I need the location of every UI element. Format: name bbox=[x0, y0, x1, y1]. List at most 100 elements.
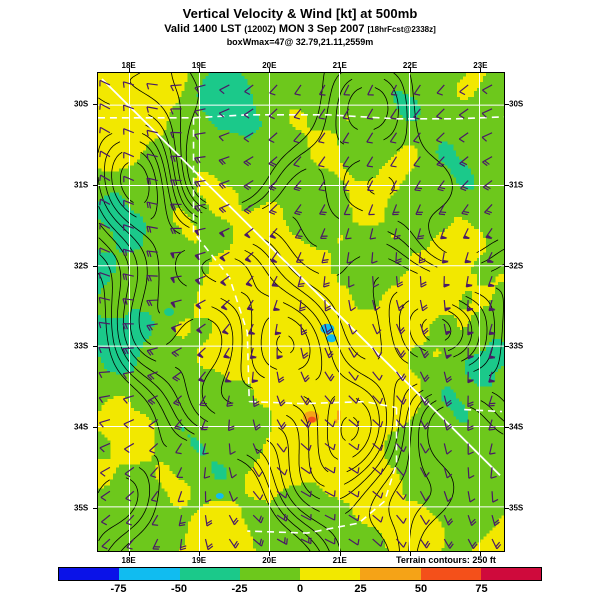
wind-barb bbox=[324, 466, 336, 474]
wind-barb bbox=[488, 395, 496, 407]
wind-barb bbox=[101, 538, 111, 550]
wind-barb bbox=[204, 538, 214, 551]
x-tick-0 bbox=[128, 68, 130, 72]
wind-barb bbox=[390, 84, 398, 96]
wind-barb bbox=[276, 371, 285, 384]
wind-barb bbox=[391, 204, 400, 216]
wind-barb bbox=[147, 371, 158, 381]
wind-barb bbox=[324, 300, 332, 312]
wind-barb bbox=[467, 395, 474, 408]
wind-barb bbox=[252, 490, 264, 501]
wind-barb bbox=[324, 538, 336, 545]
x-axis-label-top-0: 18E bbox=[121, 61, 136, 70]
wind-barb bbox=[348, 419, 360, 427]
wind-barb bbox=[318, 180, 326, 192]
wind-barb bbox=[396, 419, 407, 429]
wind-barb bbox=[395, 323, 406, 335]
wind-barb bbox=[419, 490, 430, 502]
wind-barb bbox=[194, 227, 206, 236]
y-tick-right-5 bbox=[505, 507, 509, 509]
wind-barb bbox=[226, 395, 234, 407]
boundary-lines bbox=[98, 114, 504, 534]
wind-barb bbox=[125, 514, 135, 526]
wind-barb bbox=[299, 299, 306, 312]
wind-barb bbox=[464, 252, 472, 264]
wind-barb bbox=[372, 276, 380, 288]
x-tick-bottom-5 bbox=[480, 552, 482, 556]
wind-barb bbox=[152, 538, 161, 550]
wind-barb bbox=[488, 443, 496, 455]
wind-barb bbox=[490, 467, 497, 479]
wind-barb bbox=[348, 538, 360, 546]
y-tick-3 bbox=[93, 346, 97, 348]
y-tick-4 bbox=[93, 426, 97, 428]
y-tick-right-3 bbox=[505, 346, 509, 348]
wind-barb bbox=[252, 443, 263, 455]
wind-barb bbox=[293, 180, 302, 192]
x-tick-4 bbox=[410, 68, 412, 72]
y-axis-label-right-1: 31S bbox=[509, 180, 524, 190]
wind-barb bbox=[324, 347, 334, 359]
wind-barb bbox=[482, 180, 493, 191]
y-axis-label-left-3: 33S bbox=[74, 341, 89, 351]
x-axis-label-top-3: 21E bbox=[332, 61, 347, 70]
wind-barb bbox=[125, 490, 135, 502]
wind-barb bbox=[244, 251, 254, 263]
wind-barb bbox=[372, 514, 384, 523]
wind-barb bbox=[440, 228, 448, 240]
colorbar-segment-7 bbox=[480, 568, 541, 580]
wind-barb bbox=[194, 203, 206, 212]
wind-barb bbox=[122, 323, 134, 330]
wind-barb bbox=[300, 490, 312, 498]
wind-barb bbox=[319, 204, 327, 216]
wind-barb bbox=[194, 275, 206, 285]
wind-barb bbox=[223, 347, 231, 359]
wind-barb bbox=[436, 132, 445, 144]
wind-barb bbox=[467, 347, 475, 360]
wind-barb bbox=[348, 514, 360, 522]
colorbar-segment-2 bbox=[179, 568, 240, 580]
wind-barb bbox=[276, 395, 286, 407]
wind-barb bbox=[123, 199, 135, 207]
wind-barb bbox=[443, 323, 452, 336]
wind-barb bbox=[224, 371, 232, 383]
wind-barb bbox=[300, 395, 311, 406]
y-tick-5 bbox=[93, 507, 97, 509]
wind-barb bbox=[348, 371, 359, 381]
wind-barb bbox=[481, 132, 493, 142]
colorbar-tick-label-1: -50 bbox=[171, 583, 187, 595]
wind-barb bbox=[246, 299, 255, 311]
wind-barb bbox=[294, 204, 302, 216]
wind-barb bbox=[300, 371, 310, 383]
wind-barb bbox=[461, 204, 470, 216]
wind-barb bbox=[228, 443, 236, 455]
y-axis-label-right-5: 35S bbox=[509, 503, 524, 513]
wind-barb bbox=[345, 228, 352, 240]
wind-barb bbox=[458, 132, 469, 143]
wind-barb bbox=[323, 276, 330, 288]
wind-barb bbox=[396, 347, 406, 358]
wind-barb bbox=[467, 514, 477, 527]
wind-barb bbox=[342, 132, 350, 144]
x-tick-2 bbox=[269, 68, 271, 72]
wind-barb bbox=[146, 177, 158, 185]
forecast-stamp: [18hrFcst@2338z] bbox=[367, 25, 436, 34]
x-axis-label-bottom-1: 19E bbox=[191, 556, 207, 565]
wind-barb bbox=[252, 538, 264, 547]
wind-barb bbox=[122, 104, 135, 112]
wind-barb bbox=[372, 347, 383, 358]
wind-barb bbox=[268, 132, 278, 144]
vertical-velocity-field bbox=[98, 73, 504, 551]
wind-barb bbox=[203, 467, 211, 479]
wind-barb bbox=[99, 442, 111, 453]
wind-barb bbox=[294, 228, 303, 240]
colorbar-tick-label-0: -75 bbox=[110, 583, 127, 595]
wind-barb bbox=[276, 443, 288, 453]
wind-barb bbox=[219, 84, 230, 95]
wind-barb bbox=[413, 84, 421, 96]
wind-barb bbox=[488, 323, 496, 336]
wind-barb bbox=[348, 395, 360, 404]
wind-barb bbox=[123, 151, 135, 159]
colorbar-tick-label-6: 75 bbox=[475, 583, 488, 595]
wind-barb bbox=[99, 198, 111, 206]
